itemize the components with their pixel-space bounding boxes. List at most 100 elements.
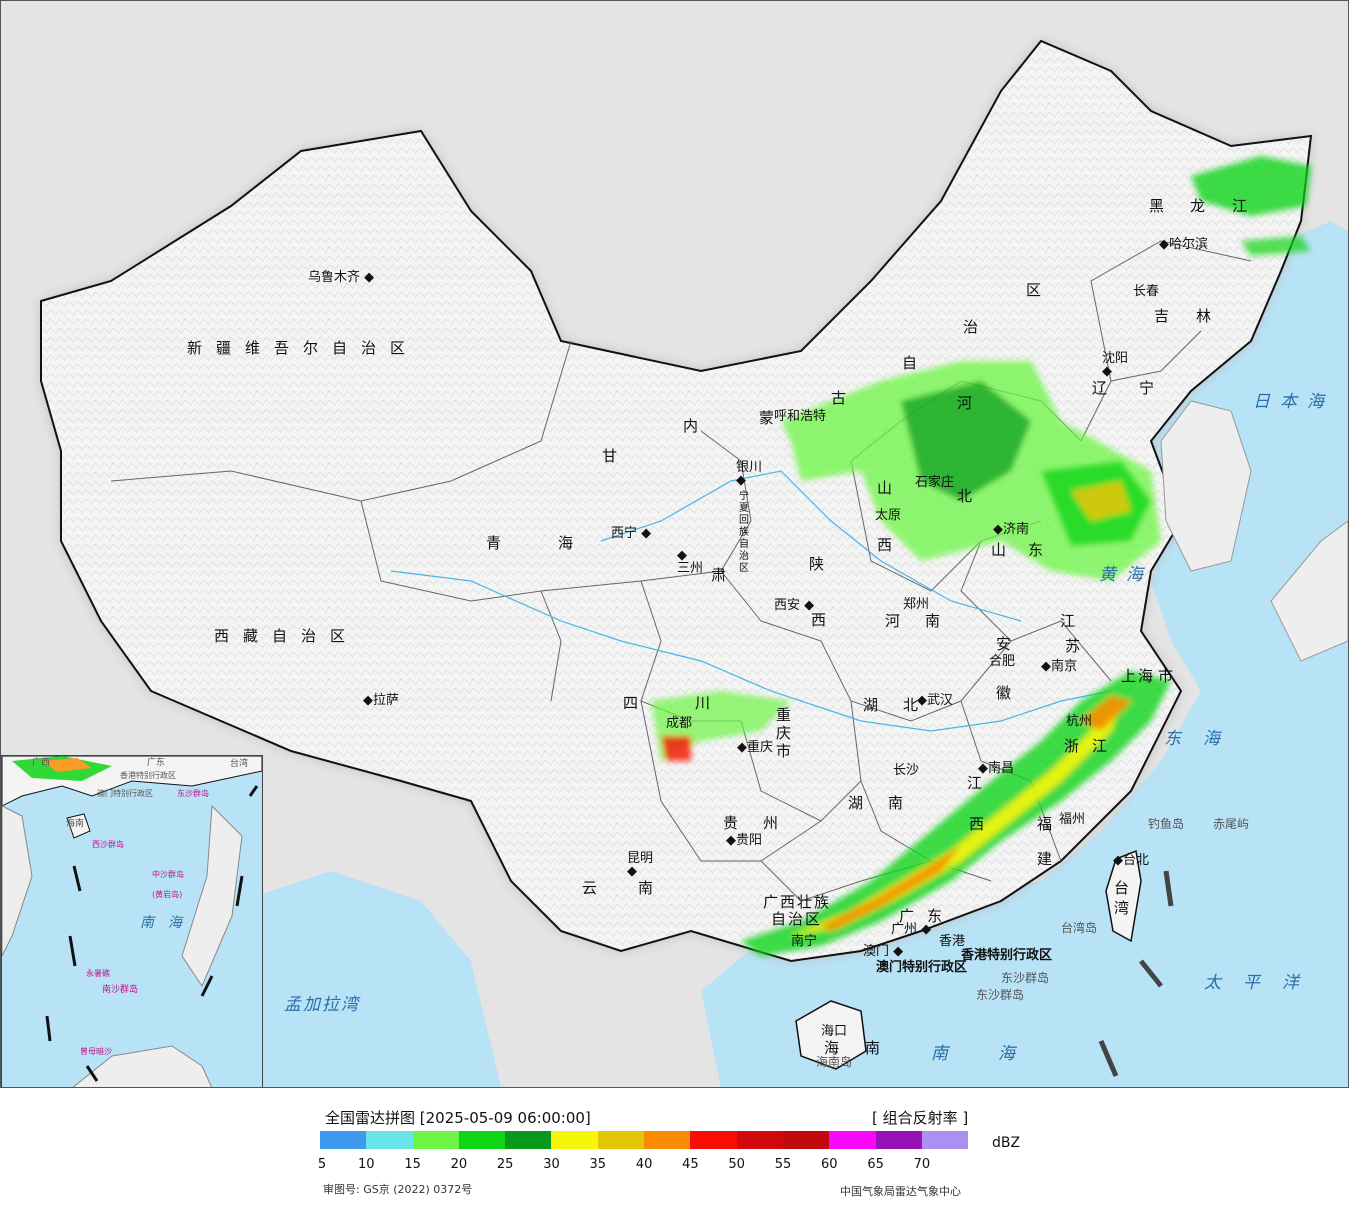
legend-tick-label: 70 [913, 1157, 931, 1172]
island-label-diaoyu: 钓鱼岛 [1148, 817, 1185, 831]
legend-swatch [782, 1131, 830, 1149]
legend-swatch [690, 1131, 737, 1149]
legend-tick-label: 35 [589, 1157, 607, 1172]
province-label-xizang: 西藏自治区 [214, 627, 360, 645]
city-label-hohhot: 呼和浩特 [774, 409, 827, 424]
province-label-yunnan: 云 [582, 879, 600, 897]
sea-label-south: 南海 [931, 1044, 1065, 1064]
province-label-shanghai: 上 [1121, 667, 1139, 685]
radar-map: 新疆维吾尔自治区 西藏自治区 青 海 甘 四 川 云 南 贵 州 重 庆 市 广… [0, 0, 1349, 1088]
province-label-shanxi: 西 [877, 536, 895, 554]
city-label-chongqing: ◆重庆 [737, 740, 774, 755]
city-label-fuzhou: 福州 [1059, 812, 1086, 827]
city-label-xian: 西安 ◆ [774, 598, 815, 613]
province-label-yunnan: 南 [638, 879, 656, 897]
province-label-guizhou: 贵 [723, 814, 741, 832]
city-label-hangzhou: 杭州 [1066, 714, 1093, 729]
inset-label-zengmu: 曾母暗沙 [80, 1047, 112, 1056]
province-label-hebei: 河 [957, 394, 975, 412]
inset-borneo [72, 1045, 213, 1087]
city-label-taiyuan: 太原 [875, 508, 902, 523]
province-label-ningxia: 宁夏回族自治区 [739, 491, 749, 574]
inset-label-dongsha: 东沙群岛 [177, 789, 209, 798]
province-label-hebei: 北 [957, 487, 975, 505]
province-label-shandong: 东 [1028, 541, 1046, 559]
legend-swatch [597, 1131, 645, 1149]
province-label-hainan: 海 [824, 1039, 842, 1057]
city-label-zhengzhou: 郑州 [903, 597, 930, 612]
legend-tick-label: 45 [682, 1157, 699, 1172]
inset-canvas [2, 756, 262, 1087]
province-label-jiangsu: 苏 [1065, 637, 1083, 655]
legend-tick-label: 15 [404, 1157, 421, 1172]
province-label-xinjiang: 新疆维吾尔自治区 [187, 339, 420, 357]
province-label-hunan: 湖 [848, 794, 866, 812]
nine-dash-line [1098, 870, 1174, 1077]
inset-label-xisha: 西沙群岛 [92, 840, 124, 849]
city-label-macau: 澳门 ◆ [863, 944, 904, 959]
island-label-dongsha: 东沙群岛 [1001, 971, 1050, 985]
legend-swatch [320, 1131, 367, 1149]
island-label-dongsha-2: 东沙群岛 [976, 988, 1025, 1002]
inset-label-guangxi: 广西 [32, 758, 51, 768]
province-label-neimenggu: 古 [831, 389, 849, 407]
province-label-jiangxi: 江 [967, 774, 985, 792]
province-label-sichuan: 四 [623, 694, 641, 712]
inset-label-macau: 澳门特别行政区 [97, 789, 153, 798]
legend-title: 全国雷达拼图 [2025-05-09 06:00:00] [325, 1109, 591, 1127]
city-label-nanning: 南宁 [791, 934, 818, 949]
legend-color-bar [320, 1131, 969, 1149]
province-label-guangxi: 广西壮族 [763, 893, 832, 911]
legend-tick-label: 60 [821, 1157, 838, 1172]
island-label-chiwei: 赤尾屿 [1213, 817, 1250, 831]
inset-label-zhongsha: 中沙群岛 [152, 870, 184, 879]
province-label-zhejiang: 江 [1092, 737, 1110, 755]
province-label-hubei: 北 [903, 696, 921, 714]
province-label-liaoning: 辽 [1092, 379, 1110, 397]
inset-label-yongshu: 永暑礁 [86, 969, 110, 978]
south-china-sea-inset: 广东 广西 台湾 香港特别行政区 澳门特别行政区 东沙群岛 海南 西沙群岛 中沙… [1, 755, 263, 1087]
province-label-anhui: 安 [996, 635, 1014, 653]
inset-label-hainan: 海南 [66, 819, 85, 829]
map-canvas [40, 39, 1348, 1087]
city-label-nanchang: ◆南昌 [978, 761, 1015, 776]
city-label-shenyang: 沈阳 ◆ [1102, 351, 1129, 379]
province-label-neimenggu: 内 [683, 417, 701, 435]
legend-swatch [505, 1131, 552, 1149]
legend-product: [ 组合反射率 ] [872, 1109, 969, 1127]
city-label-nanjing: ◆南京 [1041, 659, 1078, 674]
legend-swatch [921, 1131, 969, 1149]
sea-label-pacific: 太平洋 [1204, 973, 1321, 993]
province-label-shaanxi: 西 [811, 611, 829, 629]
city-label-hefei: 合肥 [989, 654, 1016, 669]
province-label-heilongjiang: 龙 [1190, 197, 1208, 215]
inset-label-taiwan: 台湾 [230, 759, 249, 769]
province-label-chongqing: 庆 [776, 724, 794, 742]
city-label-yinchuan: 银川 ◆ [736, 460, 763, 488]
sea-label-bengal: 孟加拉湾 [284, 995, 360, 1015]
legend-swatch [644, 1131, 691, 1149]
province-label-jilin: 林 [1196, 307, 1214, 325]
province-label-jilin: 吉 [1154, 307, 1172, 325]
province-label-chongqing: 市 [776, 742, 794, 760]
city-label-lhasa: ◆拉萨 [363, 693, 400, 708]
inset-philippines [181, 804, 243, 988]
legend-swatch [551, 1131, 598, 1149]
legend-approval-number: 审图号: GS京 (2022) 0372号 [323, 1183, 473, 1196]
inset-hainan [66, 813, 91, 839]
region-label-macau: 澳门特别行政区 [876, 960, 968, 975]
china-land [40, 39, 1313, 963]
province-label-taiwan: 湾 [1114, 899, 1132, 917]
legend-tick-label: 30 [543, 1157, 560, 1172]
legend-tick-label: 25 [496, 1157, 514, 1172]
city-label-taibei: ◆台北 [1113, 853, 1150, 868]
inset-vietnam [2, 805, 33, 957]
island-label-taiwan: 台湾岛 [1061, 921, 1098, 935]
province-label-jiangsu: 江 [1060, 612, 1078, 630]
province-label-liaoning: 宁 [1139, 379, 1157, 397]
japan-land [1270, 520, 1348, 662]
city-label-xining: 西宁 ◆ [611, 526, 652, 541]
province-label-shandong: 山 [991, 541, 1009, 559]
province-label-qinghai: 青 [486, 534, 504, 552]
province-label-shanghai: 市 [1158, 667, 1176, 685]
